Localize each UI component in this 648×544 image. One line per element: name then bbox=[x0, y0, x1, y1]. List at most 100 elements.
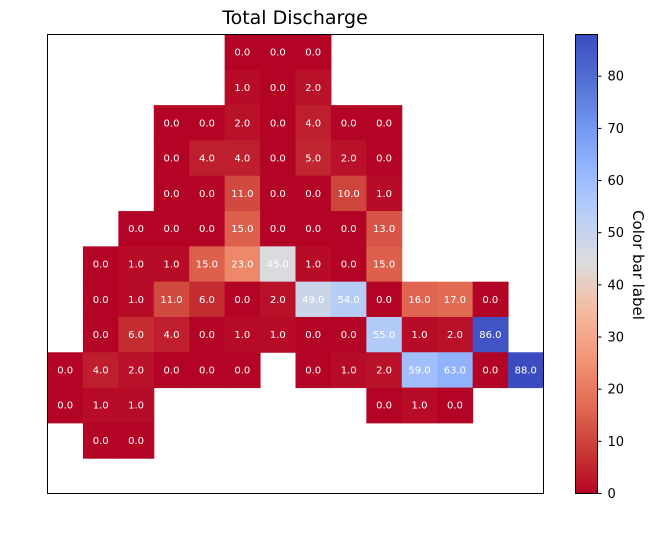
heatmap-cell bbox=[295, 34, 332, 71]
heatmap-cell bbox=[295, 175, 332, 212]
heatmap-cell bbox=[118, 387, 155, 424]
heatmap-cell bbox=[82, 246, 119, 283]
heatmap-cell bbox=[330, 281, 367, 318]
heatmap-cell bbox=[437, 281, 474, 318]
heatmap-cell bbox=[366, 105, 403, 141]
heatmap-cell bbox=[437, 352, 474, 389]
heatmap-cell bbox=[401, 316, 438, 353]
cell-value-label: 1.0 bbox=[412, 330, 428, 341]
cell-value-label: 4.0 bbox=[234, 154, 250, 165]
heatmap-cell bbox=[153, 211, 190, 247]
heatmap-cell bbox=[295, 140, 332, 177]
heatmap-cells bbox=[47, 34, 544, 459]
cell-value-label: 15.0 bbox=[196, 260, 218, 271]
cell-value-label: 11.0 bbox=[160, 295, 182, 306]
cell-value-label: 0.0 bbox=[199, 118, 215, 129]
cell-value-label: 2.0 bbox=[128, 365, 144, 376]
cell-value-label: 88.0 bbox=[515, 365, 537, 376]
heatmap-cell bbox=[366, 387, 403, 424]
heatmap-cell bbox=[260, 34, 296, 71]
cell-value-label: 0.0 bbox=[234, 48, 250, 59]
cell-value-label: 0.0 bbox=[305, 330, 321, 341]
cell-value-label: 1.0 bbox=[93, 401, 109, 412]
heatmap-cell bbox=[472, 352, 509, 389]
cell-value-label: 0.0 bbox=[164, 224, 180, 235]
heatmap-cell bbox=[366, 211, 403, 247]
cell-value-label: 0.0 bbox=[164, 365, 180, 376]
cell-value-label: 10.0 bbox=[338, 189, 360, 200]
cell-value-label: 0.0 bbox=[57, 401, 73, 412]
cell-value-label: 0.0 bbox=[305, 189, 321, 200]
cell-value-label: 0.0 bbox=[305, 365, 321, 376]
cell-value-label: 49.0 bbox=[302, 295, 324, 306]
cell-value-label: 0.0 bbox=[93, 330, 109, 341]
cell-value-label: 0.0 bbox=[270, 83, 286, 94]
cell-value-label: 0.0 bbox=[341, 330, 357, 341]
heatmap-cell bbox=[330, 211, 367, 247]
cell-value-label: 2.0 bbox=[305, 83, 321, 94]
heatmap-cell bbox=[118, 211, 155, 247]
heatmap-cell bbox=[366, 140, 403, 177]
heatmap-cell bbox=[153, 246, 190, 283]
cell-value-label: 0.0 bbox=[164, 118, 180, 129]
cell-value-label: 0.0 bbox=[482, 365, 498, 376]
cell-value-label: 1.0 bbox=[234, 330, 250, 341]
cell-value-label: 0.0 bbox=[234, 295, 250, 306]
heatmap-cell bbox=[260, 316, 296, 353]
heatmap-cell bbox=[47, 387, 84, 424]
heatmap-cell bbox=[295, 246, 332, 283]
heatmap-cell bbox=[189, 175, 226, 212]
heatmap-cell bbox=[224, 352, 261, 389]
heatmap-cell bbox=[82, 387, 119, 424]
cell-value-label: 15.0 bbox=[231, 224, 253, 235]
heatmap-cell bbox=[153, 105, 190, 141]
cell-value-label: 1.0 bbox=[305, 260, 321, 271]
cell-value-label: 1.0 bbox=[376, 189, 392, 200]
cell-value-label: 4.0 bbox=[305, 118, 321, 129]
cell-value-label: 6.0 bbox=[128, 330, 144, 341]
cell-value-label: 55.0 bbox=[373, 330, 395, 341]
heatmap-cell bbox=[330, 105, 367, 141]
colorbar-tick-label: 80 bbox=[608, 70, 625, 85]
cell-value-label: 2.0 bbox=[234, 118, 250, 129]
heatmap-cell bbox=[260, 175, 296, 212]
colorbar-tick-label: 10 bbox=[608, 435, 625, 450]
cell-value-label: 1.0 bbox=[234, 83, 250, 94]
heatmap-cell bbox=[508, 352, 544, 389]
cell-value-label: 6.0 bbox=[199, 295, 215, 306]
cell-value-label: 63.0 bbox=[444, 365, 466, 376]
cell-value-label: 1.0 bbox=[412, 401, 428, 412]
heatmap-cell bbox=[260, 246, 296, 283]
heatmap-cell bbox=[224, 69, 261, 106]
cell-value-label: 0.0 bbox=[199, 365, 215, 376]
cell-value-label: 0.0 bbox=[270, 224, 286, 235]
cell-value-label: 2.0 bbox=[270, 295, 286, 306]
heatmap-cell bbox=[82, 281, 119, 318]
colorbar-label: Color bar label bbox=[629, 210, 647, 320]
cell-value-label: 0.0 bbox=[376, 295, 392, 306]
cell-value-label: 2.0 bbox=[341, 154, 357, 165]
cell-value-label: 16.0 bbox=[408, 295, 430, 306]
colorbar-tick-label: 60 bbox=[608, 174, 625, 189]
cell-value-label: 0.0 bbox=[164, 154, 180, 165]
chart-title: Total Discharge bbox=[221, 7, 368, 29]
cell-value-label: 0.0 bbox=[93, 260, 109, 271]
cell-value-label: 17.0 bbox=[444, 295, 466, 306]
heatmap-cell bbox=[330, 246, 367, 283]
cell-value-label: 0.0 bbox=[341, 260, 357, 271]
heatmap-cell bbox=[330, 352, 367, 389]
heatmap-cell bbox=[82, 422, 119, 459]
cell-value-label: 0.0 bbox=[234, 365, 250, 376]
cell-value-label: 11.0 bbox=[231, 189, 253, 200]
heatmap-cell bbox=[153, 316, 190, 353]
heatmap-cell bbox=[224, 246, 261, 283]
heatmap-cell bbox=[118, 352, 155, 389]
heatmap-cell bbox=[401, 281, 438, 318]
heatmap-cell bbox=[295, 105, 332, 141]
heatmap-cell bbox=[118, 422, 155, 459]
cell-value-label: 0.0 bbox=[447, 401, 463, 412]
cell-value-label: 0.0 bbox=[128, 224, 144, 235]
colorbar-tick-label: 40 bbox=[608, 278, 625, 293]
cell-value-label: 0.0 bbox=[199, 224, 215, 235]
